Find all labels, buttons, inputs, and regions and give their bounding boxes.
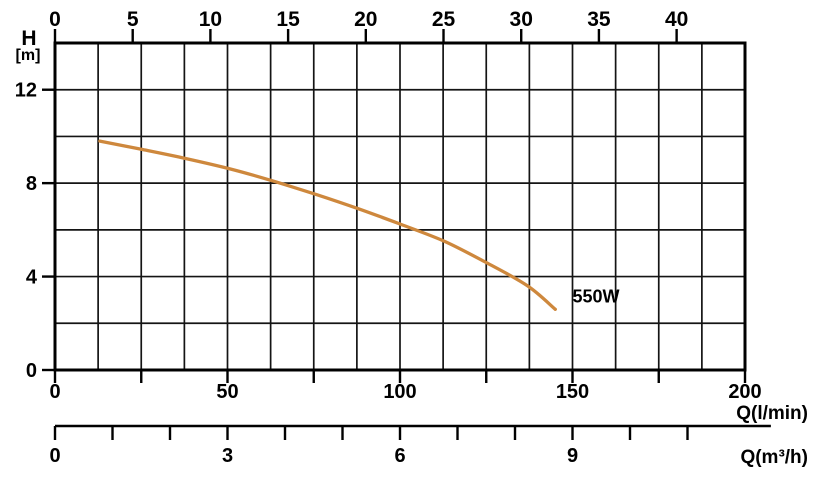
lmin-axis-tick-label: 50 (216, 381, 238, 403)
y-axis-name: H (21, 27, 36, 50)
m3h-axis-tick-label: 6 (394, 445, 405, 467)
grid-layer (55, 43, 745, 370)
y-axis-tick-label: 0 (26, 360, 37, 382)
y-axis-tick-label: 8 (26, 173, 37, 195)
top-axis-tick-label: 0 (49, 8, 61, 31)
top-axis-tick-label: 20 (354, 8, 377, 31)
m3h-axis-tick-label: 0 (49, 445, 60, 467)
top-axis-tick-label: 30 (510, 8, 533, 31)
left-axis: 12 8 4 0 H[m] (15, 27, 55, 382)
top-axis-tick-label: 10 (199, 8, 222, 31)
top-axis: 0 5 10 15 20 25 30 35 40 (49, 8, 688, 43)
top-axis-tick-label: 15 (276, 8, 300, 31)
top-axis-tick-label: 5 (127, 8, 139, 31)
y-axis-unit: [m] (16, 47, 41, 64)
lmin-axis-tick-label: 100 (383, 381, 416, 403)
y-axis-tick-label: 4 (26, 267, 38, 289)
series-curve (98, 139, 557, 311)
top-axis-tick-label: 25 (432, 8, 456, 31)
y-axis-tick-label: 12 (15, 80, 37, 102)
lmin-axis-tick-label: 200 (728, 381, 761, 403)
series-layer: 550W (98, 139, 620, 311)
m3h-axis-unit-label: Q(m³/h) (740, 447, 808, 468)
top-axis-tick-label: 35 (587, 8, 611, 31)
m3h-axis-tick-label: 3 (222, 445, 233, 467)
lmin-axis-tick-label: 150 (556, 381, 589, 403)
lmin-axis-tick-label: 0 (49, 381, 60, 403)
series-label: 550W (573, 286, 620, 306)
m3h-axis-tick-label: 9 (567, 445, 578, 467)
lmin-axis-unit-label: Q(l/min) (736, 403, 808, 424)
flow-m3h-axis: 0 3 6 9 Q(m³/h) (49, 424, 808, 468)
top-axis-tick-label: 40 (665, 8, 688, 31)
